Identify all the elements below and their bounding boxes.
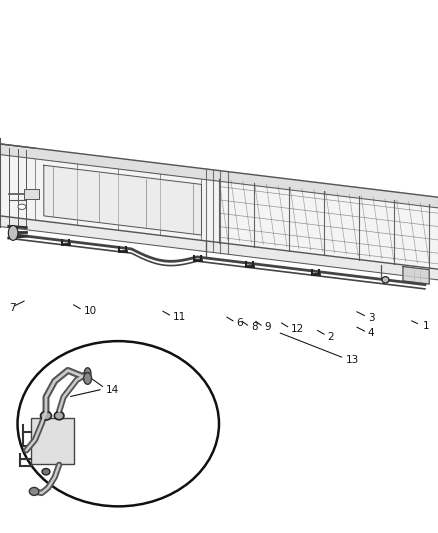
Polygon shape <box>403 266 429 284</box>
Ellipse shape <box>42 469 50 475</box>
Text: 11: 11 <box>173 312 186 322</box>
Bar <box>24 189 39 198</box>
Text: 7: 7 <box>9 303 15 313</box>
Text: 8: 8 <box>251 322 258 332</box>
Ellipse shape <box>29 487 39 496</box>
Text: 9: 9 <box>265 322 271 332</box>
Text: 12: 12 <box>291 324 304 334</box>
Ellipse shape <box>40 411 52 420</box>
Ellipse shape <box>54 411 64 420</box>
FancyBboxPatch shape <box>31 418 74 464</box>
Ellipse shape <box>84 368 91 378</box>
Text: 1: 1 <box>423 321 429 331</box>
Ellipse shape <box>84 373 92 384</box>
Text: 13: 13 <box>346 355 359 365</box>
Ellipse shape <box>8 225 18 240</box>
Text: 2: 2 <box>328 332 334 342</box>
Text: 6: 6 <box>237 318 243 328</box>
Text: 14: 14 <box>106 385 119 395</box>
Text: 3: 3 <box>368 313 374 322</box>
Polygon shape <box>44 165 201 235</box>
Text: 4: 4 <box>368 328 374 338</box>
Text: 10: 10 <box>84 306 97 316</box>
Ellipse shape <box>18 204 26 209</box>
Ellipse shape <box>382 277 389 283</box>
Ellipse shape <box>18 341 219 506</box>
